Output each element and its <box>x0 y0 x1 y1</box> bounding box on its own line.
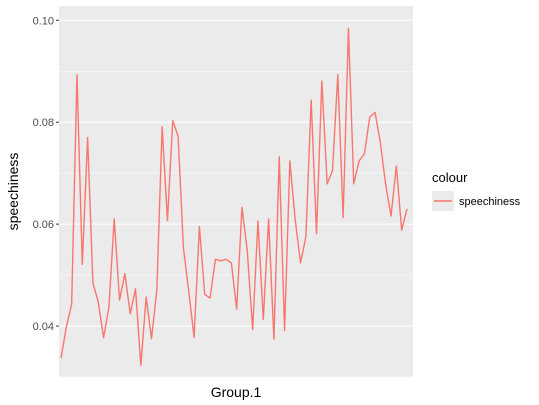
y-axis: 0.04 0.06 0.08 0.10 <box>33 15 59 333</box>
legend-label: speechiness <box>459 196 521 208</box>
y-tick-label: 0.04 <box>33 321 54 333</box>
y-tick-label: 0.06 <box>33 219 54 231</box>
speechiness-series-line <box>60 27 408 366</box>
major-gridlines <box>59 19 413 327</box>
y-axis-title: speechiness <box>5 153 21 231</box>
plot-panel <box>59 6 413 377</box>
legend: colour speechiness <box>432 170 521 211</box>
legend-title: colour <box>432 170 468 185</box>
y-tick-label: 0.10 <box>33 15 54 27</box>
x-axis-title: Group.1 <box>211 384 262 400</box>
y-tick-label: 0.08 <box>33 117 54 129</box>
